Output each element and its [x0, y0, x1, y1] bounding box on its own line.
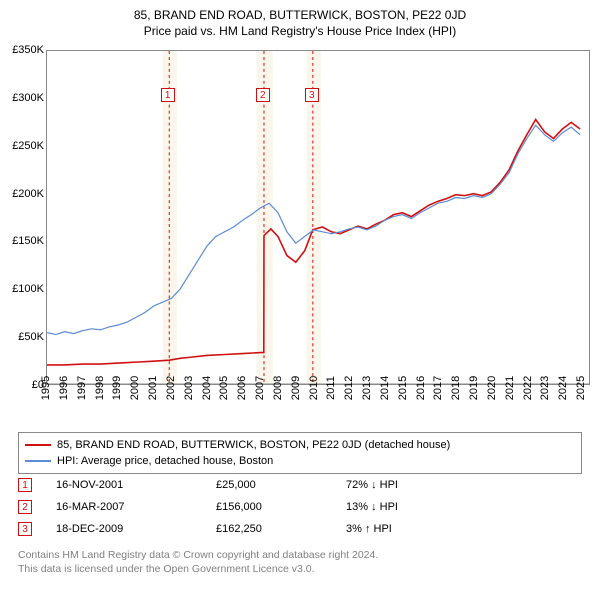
event-row-marker: 2 [18, 500, 32, 514]
event-row-date: 16-MAR-2007 [56, 501, 216, 513]
x-tick-label: 2014 [379, 376, 391, 400]
event-marker-1: 1 [161, 88, 175, 102]
y-tick-label: £150K [12, 235, 44, 247]
x-tick-label: 1995 [40, 376, 52, 400]
x-tick-label: 1997 [76, 376, 88, 400]
x-tick-label: 2004 [201, 376, 213, 400]
y-tick-label: £200K [12, 188, 44, 200]
event-row-price: £156,000 [216, 501, 346, 513]
x-tick-label: 2024 [557, 376, 569, 400]
x-tick-label: 2007 [254, 376, 266, 400]
x-tick-label: 2005 [218, 376, 230, 400]
event-row-marker: 1 [18, 478, 32, 492]
x-tick-label: 2000 [129, 376, 141, 400]
x-tick-label: 2025 [575, 376, 587, 400]
legend-label: 85, BRAND END ROAD, BUTTERWICK, BOSTON, … [57, 439, 450, 451]
chart-container: 85, BRAND END ROAD, BUTTERWICK, BOSTON, … [0, 0, 600, 590]
x-tick-label: 2019 [468, 376, 480, 400]
x-tick-label: 1999 [111, 376, 123, 400]
legend-label: HPI: Average price, detached house, Bost… [57, 455, 273, 467]
x-tick-label: 2001 [147, 376, 159, 400]
footer-line2: This data is licensed under the Open Gov… [18, 562, 582, 576]
x-tick-label: 1996 [58, 376, 70, 400]
event-row-price: £162,250 [216, 523, 346, 535]
x-tick-label: 2002 [165, 376, 177, 400]
x-tick-label: 2018 [450, 376, 462, 400]
x-tick-label: 2013 [361, 376, 373, 400]
event-row: 1 16-NOV-2001£25,00072% ↓ HPI [18, 474, 582, 496]
x-tick-label: 2017 [432, 376, 444, 400]
x-tick-label: 2009 [290, 376, 302, 400]
legend-swatch [25, 444, 51, 446]
legend-row: 85, BRAND END ROAD, BUTTERWICK, BOSTON, … [25, 437, 575, 453]
x-tick-label: 2016 [415, 376, 427, 400]
y-tick-label: £350K [12, 44, 44, 56]
event-marker-2: 2 [256, 88, 270, 102]
legend-row: HPI: Average price, detached house, Bost… [25, 453, 575, 469]
event-row-diff: 13% ↓ HPI [346, 501, 398, 513]
legend-swatch [25, 460, 51, 461]
x-tick-label: 2015 [397, 376, 409, 400]
x-tick-label: 2006 [236, 376, 248, 400]
event-row: 3 18-DEC-2009£162,2503% ↑ HPI [18, 518, 582, 540]
x-tick-label: 2022 [522, 376, 534, 400]
footer-line1: Contains HM Land Registry data © Crown c… [18, 548, 582, 562]
event-row-date: 18-DEC-2009 [56, 523, 216, 535]
y-tick-label: £300K [12, 92, 44, 104]
y-tick-label: £50K [18, 331, 44, 343]
legend: 85, BRAND END ROAD, BUTTERWICK, BOSTON, … [18, 432, 582, 474]
event-row-diff: 3% ↑ HPI [346, 523, 392, 535]
x-tick-label: 2003 [183, 376, 195, 400]
event-row: 2 16-MAR-2007£156,00013% ↓ HPI [18, 496, 582, 518]
event-marker-3: 3 [305, 88, 319, 102]
x-tick-label: 2023 [539, 376, 551, 400]
x-tick-label: 2021 [504, 376, 516, 400]
x-tick-label: 2010 [308, 376, 320, 400]
event-row-price: £25,000 [216, 479, 346, 491]
chart-title: 85, BRAND END ROAD, BUTTERWICK, BOSTON, … [0, 0, 600, 22]
x-tick-label: 2011 [325, 376, 337, 400]
event-row-marker: 3 [18, 522, 32, 536]
x-tick-label: 1998 [94, 376, 106, 400]
event-row-date: 16-NOV-2001 [56, 479, 216, 491]
x-tick-label: 2008 [272, 376, 284, 400]
x-tick-label: 2020 [486, 376, 498, 400]
y-tick-label: £100K [12, 283, 44, 295]
footer-attribution: Contains HM Land Registry data © Crown c… [18, 548, 582, 576]
x-tick-label: 2012 [343, 376, 355, 400]
event-list: 1 16-NOV-2001£25,00072% ↓ HPI 2 16-MAR-2007… [18, 474, 582, 540]
chart-subtitle: Price paid vs. HM Land Registry's House … [0, 22, 600, 44]
y-tick-label: £250K [12, 140, 44, 152]
event-row-diff: 72% ↓ HPI [346, 479, 398, 491]
